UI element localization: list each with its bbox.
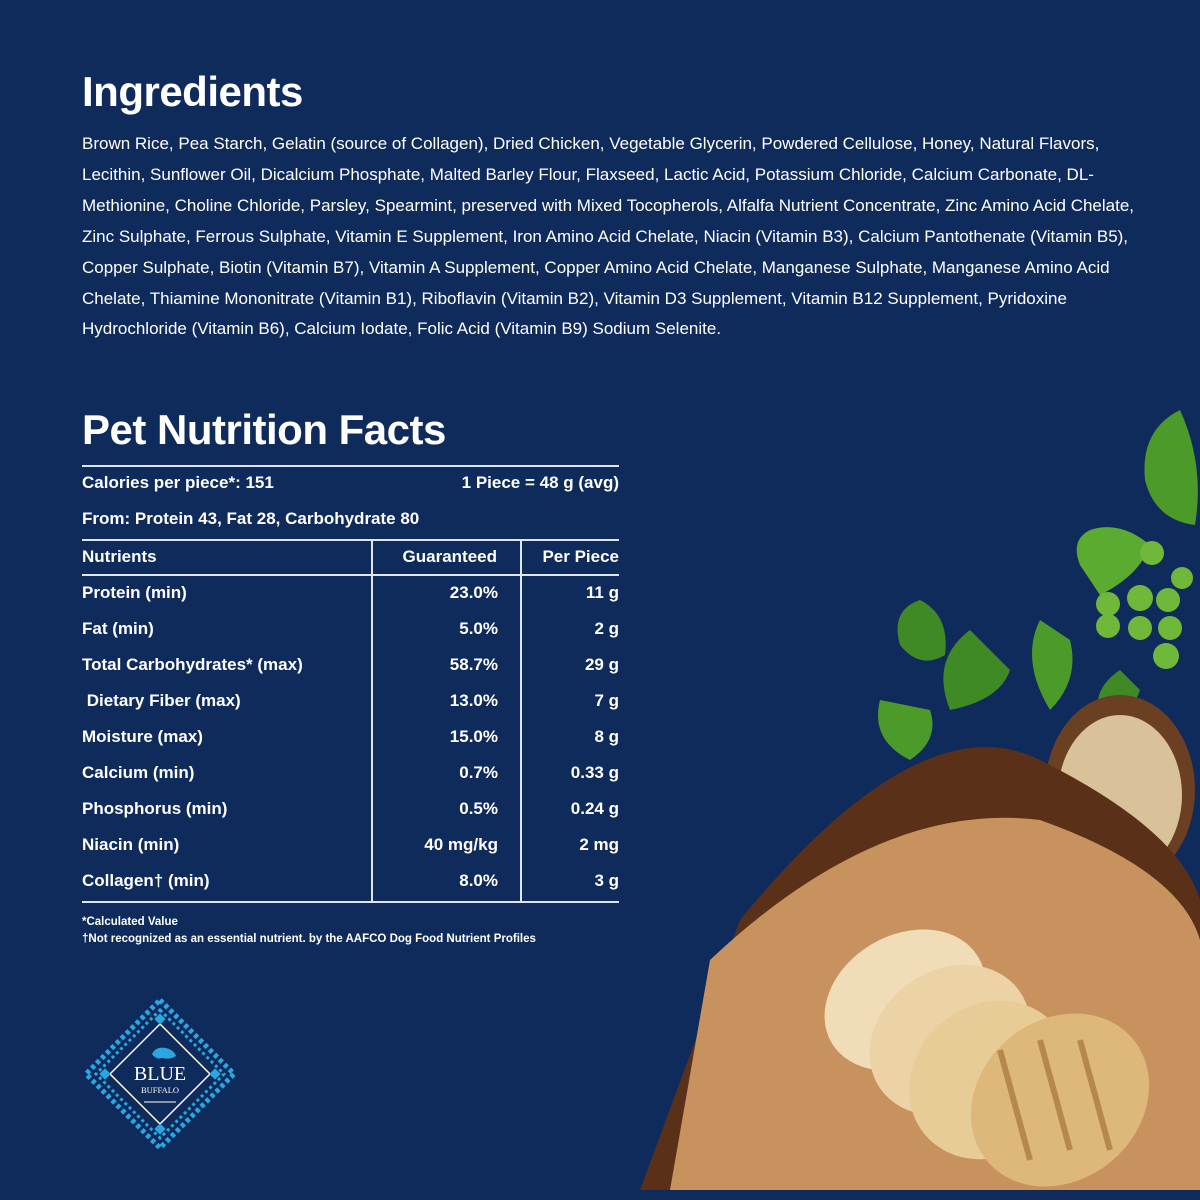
guaranteed-value: 40 mg/kg [424, 835, 498, 854]
guaranteed-value: 8.0% [459, 871, 498, 890]
per-piece-value: 8 g [594, 727, 619, 746]
table-row: Moisture (max) 15.0% 8 g [82, 719, 619, 755]
calories-per-piece: Calories per piece*: 151 [82, 473, 274, 492]
per-piece-value: 11 g [585, 583, 619, 602]
buffalo-icon [152, 1047, 176, 1059]
nutrition-facts-title: Pet Nutrition Facts [82, 406, 446, 453]
table-row: Fat (min) 5.0% 2 g [82, 611, 619, 647]
chicken-slices [824, 929, 1150, 1187]
per-piece-value: 2 g [594, 619, 619, 638]
calories-from: From: Protein 43, Fat 28, Carbohydrate 8… [82, 509, 420, 528]
divider [82, 465, 619, 467]
table-row: Protein (min) 23.0% 11 g [82, 575, 619, 611]
per-piece-value: 29 g [584, 655, 619, 674]
table-row: Calcium (min) 0.7% 0.33 g [82, 755, 619, 791]
table-row: Collagen† (min) 8.0% 3 g [82, 863, 619, 899]
food-illustration [640, 410, 1200, 1190]
header-nutrients: Nutrients [82, 547, 157, 566]
table-row: Niacin (min) 40 mg/kg 2 mg [82, 827, 619, 863]
header-per-piece: Per Piece [542, 547, 619, 566]
nutrient-name: Collagen† (min) [82, 871, 210, 890]
per-piece-value: 0.33 g [570, 763, 619, 782]
per-piece-value: 7 g [594, 691, 619, 710]
column-divider [520, 540, 522, 902]
calories-from-row: From: Protein 43, Fat 28, Carbohydrate 8… [82, 501, 619, 537]
footnote-calculated: *Calculated Value [82, 916, 178, 928]
nutrient-name: Protein (min) [82, 583, 187, 602]
nutrient-name: Total Carbohydrates* (max) [82, 655, 303, 674]
guaranteed-value: 5.0% [459, 619, 498, 638]
table-row: Phosphorus (min) 0.5% 0.24 g [82, 791, 619, 827]
header-guaranteed: Guaranteed [402, 547, 497, 566]
logo-line1: BLUE [134, 1063, 186, 1085]
calories-row: Calories per piece*: 151 1 Piece = 48 g … [82, 465, 619, 501]
piece-size: 1 Piece = 48 g (avg) [461, 473, 619, 492]
table-row: Total Carbohydrates* (max) 58.7% 29 g [82, 647, 619, 683]
peas-icon [1096, 541, 1193, 669]
ingredients-title: Ingredients [82, 68, 303, 115]
per-piece-value: 2 mg [579, 835, 619, 854]
nutrient-name: Niacin (min) [82, 835, 180, 854]
blue-buffalo-logo: BLUE BUFFALO [82, 996, 238, 1152]
guaranteed-value: 13.0% [449, 691, 498, 710]
guaranteed-value: 15.0% [449, 727, 498, 746]
guaranteed-value: 0.7% [459, 763, 498, 782]
guaranteed-value: 0.5% [459, 799, 498, 818]
per-piece-value: 0.24 g [570, 799, 619, 818]
logo-line2: BUFFALO [141, 1085, 179, 1095]
column-divider [371, 540, 373, 902]
ingredients-list: Brown Rice, Pea Starch, Gelatin (source … [82, 134, 1135, 339]
divider [82, 574, 619, 576]
nutrient-name: Dietary Fiber (max) [82, 691, 241, 710]
table-row: Dietary Fiber (max) 13.0% 7 g [82, 683, 619, 719]
table-header: Nutrients Guaranteed Per Piece [82, 539, 619, 575]
guaranteed-value: 58.7% [449, 655, 498, 674]
per-piece-value: 3 g [594, 871, 619, 890]
nutrient-name: Fat (min) [82, 619, 154, 638]
divider [82, 539, 619, 541]
divider [82, 901, 619, 903]
footnote-collagen: †Not recognized as an essential nutrient… [82, 933, 536, 945]
nutrient-name: Moisture (max) [82, 727, 203, 746]
nutrient-name: Calcium (min) [82, 763, 195, 782]
nutrition-table: Calories per piece*: 151 1 Piece = 48 g … [82, 465, 619, 903]
guaranteed-value: 23.0% [449, 583, 498, 602]
nutrient-name: Phosphorus (min) [82, 799, 228, 818]
